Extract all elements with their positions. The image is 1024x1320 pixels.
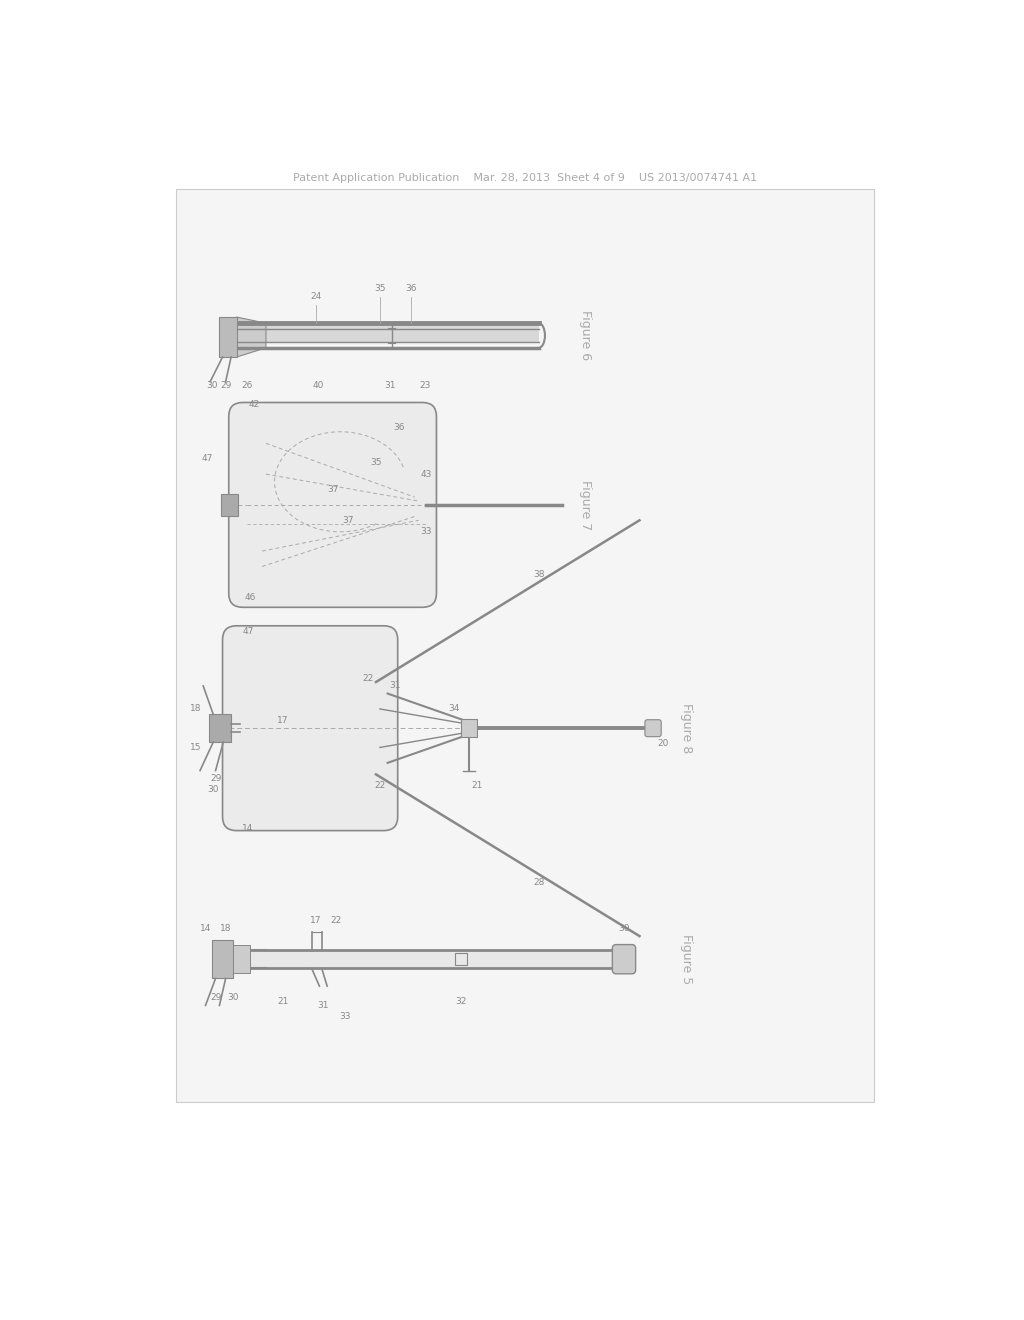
Text: 31: 31 [389, 681, 401, 690]
Text: 36: 36 [406, 284, 417, 293]
FancyBboxPatch shape [645, 719, 662, 737]
Text: 29: 29 [210, 774, 221, 783]
Bar [221, 494, 238, 516]
Text: 28: 28 [534, 878, 545, 887]
Text: 32: 32 [456, 997, 467, 1006]
Text: 30: 30 [206, 381, 217, 389]
Text: 22: 22 [330, 916, 341, 925]
Text: 35: 35 [374, 284, 386, 293]
Text: 20: 20 [657, 739, 669, 748]
Text: 18: 18 [220, 924, 231, 933]
Bar [461, 719, 477, 738]
Bar [233, 945, 251, 973]
Text: 33: 33 [339, 1012, 351, 1022]
Text: 14: 14 [243, 824, 254, 833]
Text: 17: 17 [310, 916, 322, 925]
Bar [219, 317, 237, 358]
Text: 37: 37 [327, 484, 338, 494]
Text: 17: 17 [278, 715, 289, 725]
Bar [251, 950, 623, 969]
Text: Figure 8: Figure 8 [680, 704, 692, 754]
Text: 22: 22 [374, 781, 385, 791]
Text: 30: 30 [208, 785, 219, 795]
Text: 43: 43 [421, 470, 432, 479]
Text: 42: 42 [249, 400, 260, 409]
Text: Figure 5: Figure 5 [680, 935, 692, 985]
FancyBboxPatch shape [176, 189, 873, 1102]
Bar [212, 940, 233, 978]
FancyBboxPatch shape [222, 626, 397, 830]
Polygon shape [237, 317, 266, 358]
Text: 14: 14 [200, 924, 211, 933]
Text: 29: 29 [210, 993, 221, 1002]
Text: 18: 18 [189, 705, 201, 713]
Text: 31: 31 [384, 381, 395, 389]
Text: 37: 37 [342, 516, 354, 525]
Text: 35: 35 [371, 458, 382, 467]
Bar [266, 323, 539, 342]
Text: 34: 34 [447, 705, 459, 713]
Text: 23: 23 [419, 381, 430, 389]
Text: 30: 30 [227, 993, 240, 1002]
Text: 21: 21 [471, 781, 482, 791]
Text: Figure 7: Figure 7 [579, 479, 592, 531]
Text: Patent Application Publication    Mar. 28, 2013  Sheet 4 of 9    US 2013/0074741: Patent Application Publication Mar. 28, … [293, 173, 757, 182]
Text: 38: 38 [534, 570, 545, 578]
Text: 26: 26 [241, 381, 252, 389]
Text: 29: 29 [220, 381, 231, 389]
Text: 15: 15 [189, 743, 201, 752]
Text: 21: 21 [278, 997, 289, 1006]
Text: 36: 36 [393, 424, 406, 433]
FancyBboxPatch shape [612, 945, 636, 974]
Text: 24: 24 [310, 292, 322, 301]
Text: 47: 47 [202, 454, 213, 463]
Text: 40: 40 [312, 381, 324, 389]
Text: 33: 33 [421, 528, 432, 536]
Text: 30: 30 [618, 924, 630, 933]
Text: 47: 47 [243, 627, 254, 636]
Text: 46: 46 [245, 593, 256, 602]
Text: 22: 22 [362, 673, 374, 682]
Text: Figure 6: Figure 6 [579, 310, 592, 360]
Bar [209, 714, 231, 742]
FancyBboxPatch shape [228, 403, 436, 607]
Text: 31: 31 [317, 1001, 329, 1010]
